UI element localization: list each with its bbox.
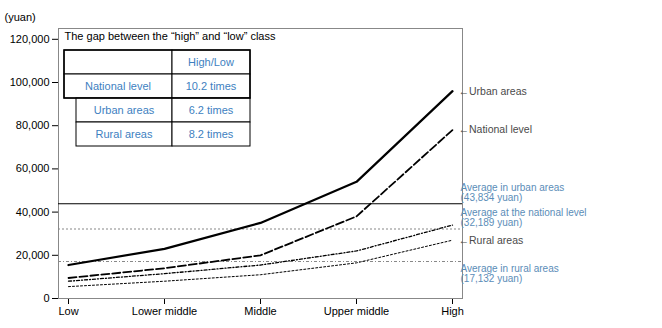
svg-text:Rural areas: Rural areas	[96, 128, 153, 140]
svg-text:0: 0	[43, 292, 49, 304]
svg-text:←National level: ←National level	[459, 123, 533, 135]
svg-text:Average at the national level(: Average at the national level(32,189 yua…	[461, 207, 587, 228]
svg-text:6.2 times: 6.2 times	[189, 104, 234, 116]
svg-text:High/Low: High/Low	[188, 56, 234, 68]
svg-text:80,000: 80,000	[16, 119, 50, 131]
svg-text:20,000: 20,000	[16, 249, 50, 261]
svg-text:10.2 times: 10.2 times	[186, 80, 237, 92]
svg-text:←Urban areas: ←Urban areas	[459, 85, 527, 97]
svg-text:40,000: 40,000	[16, 206, 50, 218]
svg-text:The gap between the “high” and: The gap between the “high” and “low” cla…	[65, 30, 276, 42]
svg-text:60,000: 60,000	[16, 162, 50, 174]
svg-text:Average in urban areas(43,834: Average in urban areas(43,834 yuan)	[461, 182, 565, 203]
svg-text:Lower middle: Lower middle	[132, 305, 197, 317]
svg-text:Urban areas: Urban areas	[94, 104, 155, 116]
svg-text:Upper middle: Upper middle	[324, 305, 389, 317]
svg-text:Low: Low	[58, 305, 78, 317]
svg-text:8.2 times: 8.2 times	[189, 128, 234, 140]
svg-text:(yuan): (yuan)	[5, 11, 36, 23]
svg-text:100,000: 100,000	[10, 76, 50, 88]
svg-text:Middle: Middle	[244, 305, 276, 317]
svg-text:←Rural areas: ←Rural areas	[459, 234, 524, 246]
svg-text:High: High	[441, 305, 464, 317]
svg-text:Average in rural areas(17,132: Average in rural areas(17,132 yuan)	[461, 263, 559, 284]
svg-text:120,000: 120,000	[10, 33, 50, 45]
svg-text:National level: National level	[85, 80, 151, 92]
